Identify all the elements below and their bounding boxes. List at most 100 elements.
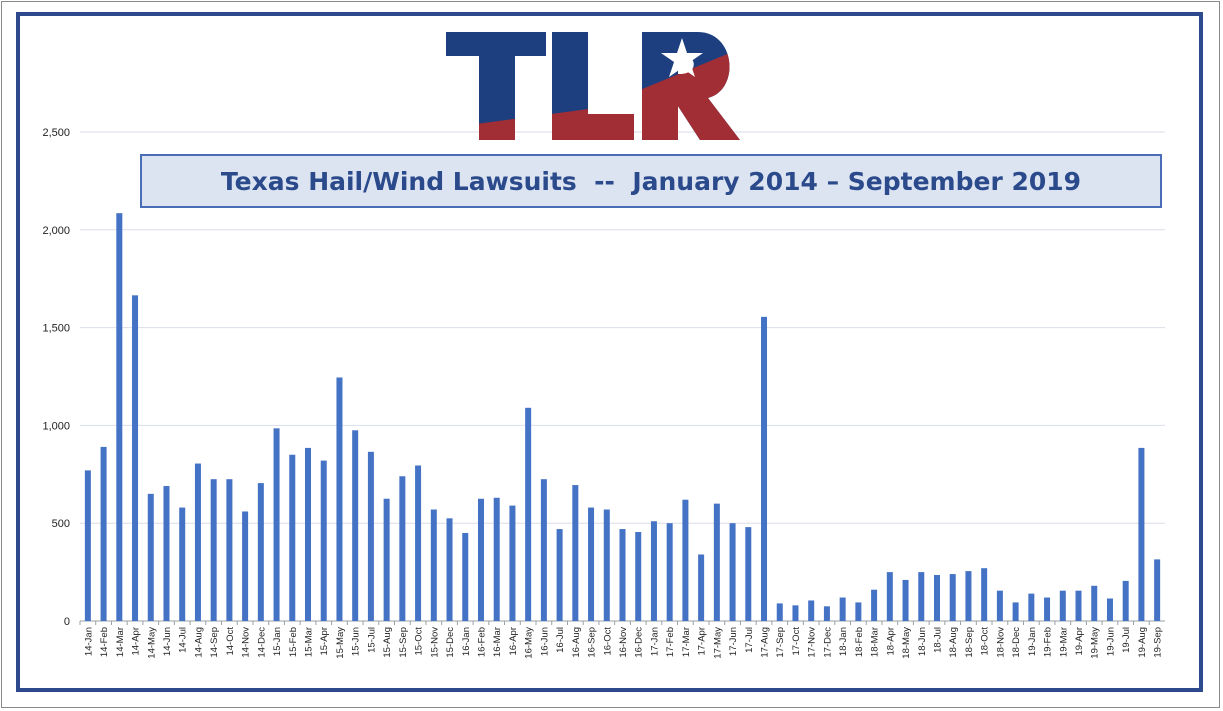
bar: [1059, 590, 1066, 621]
bar: [666, 523, 673, 621]
bar: [367, 451, 374, 621]
bar: [430, 509, 437, 621]
bar: [902, 579, 909, 621]
bar: [477, 498, 484, 621]
bar: [619, 529, 626, 621]
y-tick-label: 2,500: [42, 127, 70, 139]
bar: [871, 589, 878, 621]
bar: [933, 575, 940, 621]
x-tick-label: 18-Jan: [838, 627, 849, 656]
bar: [163, 486, 170, 621]
y-tick-label: 0: [64, 616, 70, 628]
bar: [823, 606, 830, 621]
bar: [462, 532, 469, 621]
bar: [839, 597, 846, 621]
x-tick-label: 17-Oct: [791, 627, 802, 656]
x-tick-label: 17-Nov: [807, 627, 818, 658]
bar: [305, 447, 312, 621]
x-tick-label: 16-Apr: [508, 627, 519, 656]
x-tick-label: 19-May: [1090, 627, 1101, 659]
bar: [949, 574, 956, 621]
bar: [1028, 593, 1035, 621]
x-tick-label: 15-May: [335, 627, 346, 659]
bar: [289, 454, 296, 621]
x-tick-label: 17-Feb: [665, 627, 676, 657]
x-tick-label: 19-Jul: [1121, 627, 1132, 653]
x-tick-label: 14-Nov: [241, 627, 252, 658]
bar: [336, 377, 343, 621]
bar: [242, 511, 249, 621]
x-tick-label: 18-Jul: [932, 627, 943, 653]
x-tick-label: 15-Apr: [319, 627, 330, 656]
x-tick-label: 15-Feb: [288, 627, 299, 657]
x-tick-label: 16-Aug: [571, 627, 582, 658]
x-tick-label: 14-May: [146, 627, 157, 659]
bar: [132, 295, 139, 621]
x-tick-label: 15-Aug: [382, 627, 393, 658]
x-tick-label: 16-Feb: [476, 627, 487, 657]
x-tick-label: 16-Jun: [539, 627, 550, 656]
x-tick-label: 14-Jun: [162, 627, 173, 656]
x-tick-label: 15-Jan: [272, 627, 283, 656]
bar: [1012, 602, 1019, 621]
x-tick-label: 14-Sep: [209, 627, 220, 658]
chart-title: Texas Hail/Wind Lawsuits -- January 2014…: [220, 166, 1082, 196]
bar: [650, 521, 657, 621]
x-tick-label: 19-Jan: [1027, 627, 1038, 656]
x-tick-label: 16-Sep: [587, 627, 598, 658]
bar: [981, 568, 988, 621]
x-tick-label: 15-Oct: [414, 627, 425, 656]
x-tick-label: 17-Dec: [822, 627, 833, 658]
x-tick-label: 18-Dec: [1011, 627, 1022, 658]
bar: [540, 479, 547, 621]
x-tick-label: 16-Dec: [634, 627, 645, 658]
bar: [446, 518, 453, 621]
x-tick-label: 15-Mar: [304, 627, 315, 657]
bar: [603, 509, 610, 621]
x-tick-label: 19-Jun: [1105, 627, 1116, 656]
bar: [1154, 559, 1161, 621]
bar: [352, 430, 359, 621]
bar: [525, 407, 532, 621]
x-tick-label: 16-Oct: [602, 627, 613, 656]
chart-title-box: Texas Hail/Wind Lawsuits -- January 2014…: [140, 154, 1162, 208]
x-axis: 14-Jan 14-Feb 14-Mar 14-Apr 14-May 14-Jun 14-J…: [79, 621, 1164, 659]
x-tick-label: 18-Feb: [854, 627, 865, 657]
bar: [729, 523, 736, 621]
x-tick-label: 14-Feb: [99, 627, 110, 657]
bars: [84, 213, 1161, 621]
x-tick-label: 15-Sep: [398, 627, 409, 658]
tlr-logo: [446, 32, 740, 140]
y-tick-label: 500: [52, 518, 70, 530]
x-tick-label: 14-Jul: [178, 627, 189, 653]
x-tick-label: 14-Jan: [83, 627, 94, 656]
bar: [792, 605, 799, 621]
bar: [1122, 580, 1129, 621]
bar: [147, 493, 154, 621]
bar: [415, 465, 422, 621]
y-tick-label: 2,000: [42, 225, 70, 237]
x-tick-label: 16-May: [524, 627, 535, 659]
x-tick-label: 19-Mar: [1058, 627, 1069, 657]
bar: [745, 527, 752, 621]
bar: [996, 590, 1003, 621]
bar: [273, 428, 280, 621]
bar: [572, 485, 579, 621]
x-tick-label: 17-Jan: [649, 627, 660, 656]
x-tick-label: 18-Oct: [980, 627, 991, 656]
bar: [761, 316, 768, 621]
bar: [320, 460, 327, 621]
x-tick-label: 16-Jul: [555, 627, 566, 653]
x-tick-label: 18-Nov: [995, 627, 1006, 658]
bar: [556, 529, 563, 621]
bar: [493, 497, 500, 621]
x-tick-label: 19-Sep: [1153, 627, 1164, 658]
bar: [84, 470, 91, 621]
bar: [918, 572, 925, 621]
bar: [194, 463, 201, 621]
bar: [116, 213, 123, 621]
bar: [226, 479, 233, 621]
x-tick-label: 14-Apr: [131, 627, 142, 656]
